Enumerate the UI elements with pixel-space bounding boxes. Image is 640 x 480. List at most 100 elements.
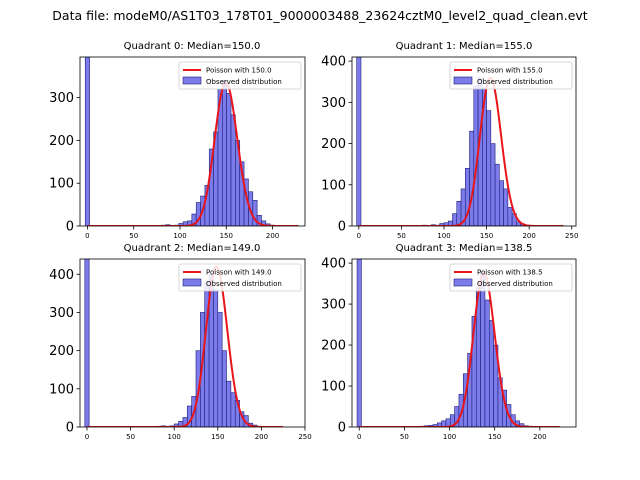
x-tick-label: 50 — [126, 433, 135, 441]
x-tick-label: 150 — [488, 433, 501, 441]
legend-label-poisson: Poisson with 155.0 — [477, 67, 543, 75]
legend-frame — [178, 263, 302, 292]
y-tick-label: 100 — [49, 382, 74, 397]
poisson-curve — [87, 81, 299, 226]
histogram-bar — [486, 110, 492, 226]
legend-label-observed: Observed distribution — [477, 78, 553, 86]
histogram-bar — [507, 207, 513, 226]
histogram-spike-bar — [356, 259, 362, 427]
legend-label-poisson: Poisson with 150.0 — [206, 67, 272, 75]
x-tick-label: 0 — [357, 433, 361, 441]
y-tick-label: 400 — [321, 55, 346, 70]
y-tick-label: 0 — [66, 220, 74, 235]
x-tick-label: 150 — [211, 433, 224, 441]
histogram-spike-bar — [84, 57, 90, 226]
histogram-bar — [488, 320, 494, 427]
x-tick-label: 100 — [437, 232, 450, 240]
legend-frame — [449, 263, 573, 292]
x-tick-label: 200 — [522, 232, 535, 240]
y-tick-label: 0 — [338, 421, 346, 436]
subplot-quadrant-3: Quadrant 3: Median=138.5 0 50 100 150 200 0 10… — [321, 243, 577, 441]
x-tick-label: 50 — [129, 232, 138, 240]
subplot-title: Quadrant 1: Median=155.0 — [396, 41, 533, 52]
histogram-spike-bar — [356, 57, 362, 226]
legend-label-poisson: Poisson with 149.0 — [206, 269, 272, 277]
legend: Poisson with 138.5 Observed distribution — [449, 263, 573, 292]
legend-bar-swatch — [182, 278, 202, 287]
y-tick-label: 100 — [321, 380, 346, 395]
legend-label-poisson: Poisson with 138.5 — [477, 269, 543, 277]
x-tick-label: 250 — [565, 232, 578, 240]
x-tick-label: 100 — [173, 232, 186, 240]
x-tick-label: 0 — [357, 232, 361, 240]
x-tick-label: 150 — [220, 232, 233, 240]
legend-bar-swatch — [453, 76, 473, 85]
axes-frame — [351, 56, 577, 227]
y-tick-label: 300 — [321, 96, 346, 111]
axes-frame — [79, 56, 306, 227]
histogram-bar — [226, 93, 232, 226]
subplot-quadrant-2: Quadrant 2: Median=149.0 0 50 100 150 200 250… — [49, 243, 312, 441]
x-tick-label: 50 — [400, 433, 409, 441]
histogram-bar — [469, 130, 475, 226]
y-tick-label: 200 — [321, 339, 346, 354]
y-tick-label: 400 — [321, 257, 346, 272]
legend-frame — [449, 61, 573, 90]
y-tick-label: 300 — [321, 298, 346, 313]
histogram-bar — [456, 200, 462, 226]
histogram-spike-bar — [84, 259, 90, 427]
subplot-title: Quadrant 2: Median=149.0 — [124, 243, 261, 254]
legend-label-observed: Observed distribution — [206, 78, 282, 86]
y-tick-label: 100 — [49, 177, 74, 192]
x-tick-label: 0 — [85, 232, 89, 240]
plot-area — [84, 57, 299, 226]
histogram-bar — [499, 180, 504, 226]
histogram-bar — [217, 312, 223, 427]
legend-label-observed: Observed distribution — [206, 280, 282, 288]
x-tick-label: 200 — [255, 433, 268, 441]
axes-frame — [79, 258, 306, 428]
figure-suptitle: Data file: modeM0/AS1T03_178T01_90000034… — [52, 8, 587, 23]
histogram-bar — [252, 200, 258, 226]
y-tick-label: 200 — [49, 134, 74, 149]
histogram-bar — [484, 299, 490, 427]
poisson-curve — [86, 265, 284, 427]
legend: Poisson with 155.0 Observed distribution — [449, 61, 573, 90]
legend: Poisson with 149.0 Observed distribution — [178, 263, 302, 292]
plot-area — [84, 259, 284, 427]
histogram-bar — [226, 380, 232, 427]
x-tick-label: 250 — [298, 433, 311, 441]
x-tick-label: 200 — [266, 232, 279, 240]
subplot-title: Quadrant 0: Median=150.0 — [124, 41, 261, 52]
y-tick-label: 0 — [66, 421, 74, 436]
x-tick-label: 100 — [443, 433, 456, 441]
y-tick-label: 100 — [321, 178, 346, 193]
y-tick-label: 200 — [321, 137, 346, 152]
legend-bar-swatch — [453, 278, 473, 287]
axes-frame — [351, 258, 577, 428]
x-tick-label: 100 — [167, 433, 180, 441]
y-tick-label: 400 — [49, 268, 74, 283]
histogram-bar — [503, 188, 509, 226]
subplot-title: Quadrant 3: Median=138.5 — [396, 243, 533, 254]
y-tick-label: 300 — [49, 91, 74, 106]
y-tick-label: 300 — [49, 306, 74, 321]
histogram-bar — [490, 143, 496, 226]
x-tick-label: 50 — [397, 232, 406, 240]
histogram-bar — [221, 350, 227, 427]
x-tick-label: 0 — [85, 433, 89, 441]
legend-frame — [178, 61, 302, 90]
histogram-bar — [494, 163, 500, 226]
histogram-bar — [222, 80, 227, 226]
histogram-bar — [213, 289, 219, 427]
legend: Poisson with 150.0 Observed distribution — [178, 61, 302, 90]
x-tick-label: 200 — [533, 433, 546, 441]
legend-bar-swatch — [182, 76, 202, 85]
histogram-bar — [480, 270, 486, 427]
histogram-bar — [230, 114, 236, 226]
legend-label-observed: Observed distribution — [477, 280, 553, 288]
histogram-bar — [230, 392, 236, 427]
histogram-bar — [452, 213, 458, 226]
y-tick-label: 200 — [49, 344, 74, 359]
